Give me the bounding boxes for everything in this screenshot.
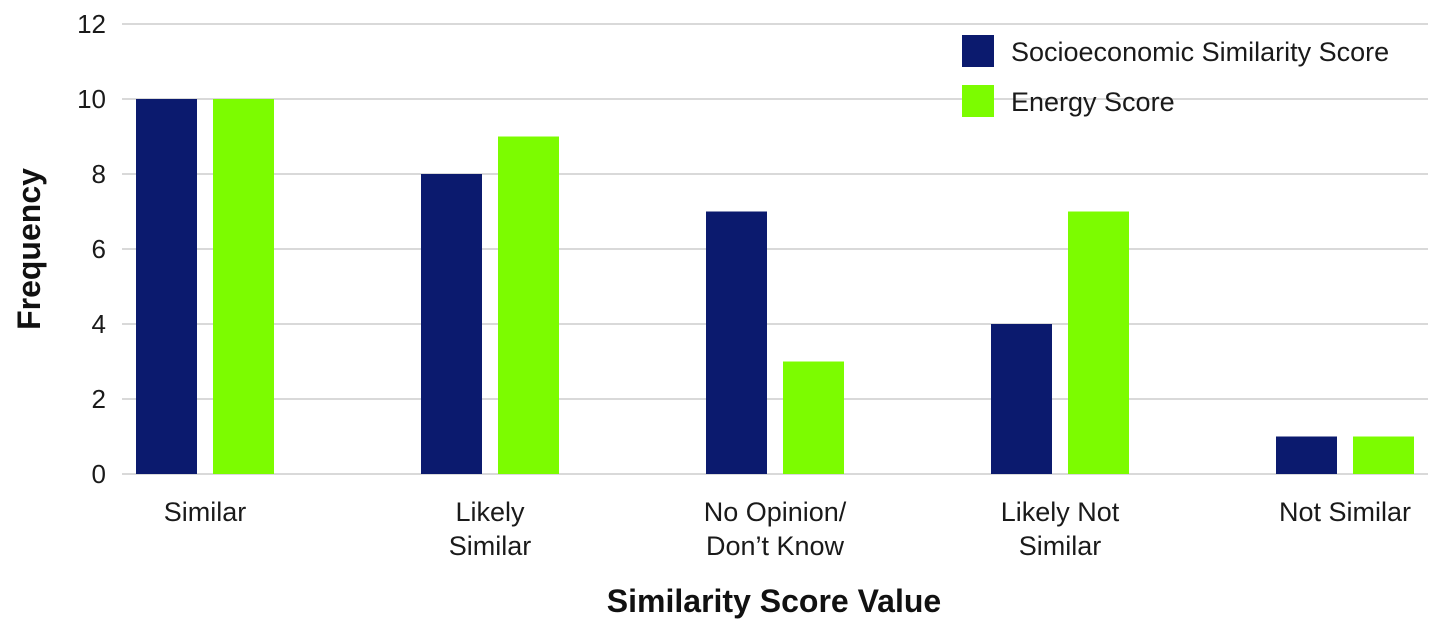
category-label: No Opinion/Don’t Know: [704, 497, 847, 561]
bar-socioeconomic: [421, 174, 482, 474]
y-tick-label: 0: [92, 459, 106, 489]
y-tick-label: 4: [92, 309, 106, 339]
y-tick-label: 2: [92, 384, 106, 414]
category-label: Likely Similar: [449, 497, 532, 561]
category-label-line: Similar: [449, 531, 532, 561]
bar-socioeconomic: [136, 99, 197, 474]
bar-socioeconomic: [706, 211, 767, 474]
legend-swatch: [962, 85, 994, 117]
gridlines: [122, 23, 1428, 475]
x-axis-categories: Similar Likely Similar No Opinion/Don’t Kno…: [164, 497, 1411, 561]
category-label-line: Likely: [455, 497, 525, 527]
legend-label: Energy Score: [1011, 87, 1175, 117]
y-tick-label: 6: [92, 234, 106, 264]
legend-label: Socioeconomic Similarity Score: [1011, 37, 1389, 67]
category-label: Similar: [164, 497, 247, 527]
y-axis-ticks: 0 2 4 6 8 10 12: [77, 9, 106, 489]
category-label: Not Similar: [1279, 497, 1411, 527]
bar-socioeconomic: [991, 324, 1052, 474]
category-label-line: Not Similar: [1279, 497, 1411, 527]
y-axis-title: Frequency: [11, 168, 47, 330]
category-label-line: Similar: [164, 497, 247, 527]
category-label-line: Similar: [1019, 531, 1102, 561]
bar-energy: [498, 136, 559, 474]
y-tick-label: 10: [77, 84, 106, 114]
category-label-line: No Opinion/: [704, 497, 847, 527]
y-tick-label: 12: [77, 9, 106, 39]
category-label: Likely Not Similar: [1001, 497, 1120, 561]
bar-energy: [783, 361, 844, 474]
bar-energy: [1353, 436, 1414, 474]
legend-swatch: [962, 35, 994, 67]
bar-energy: [213, 99, 274, 474]
y-tick-label: 8: [92, 159, 106, 189]
bar-energy: [1068, 211, 1129, 474]
bar-socioeconomic: [1276, 436, 1337, 474]
x-axis-title: Similarity Score Value: [607, 583, 941, 619]
category-label-line: Likely Not: [1001, 497, 1120, 527]
legend: Socioeconomic Similarity Score Energy Sco…: [962, 35, 1389, 117]
category-label-line: Don’t Know: [706, 531, 845, 561]
bars: [136, 99, 1414, 474]
